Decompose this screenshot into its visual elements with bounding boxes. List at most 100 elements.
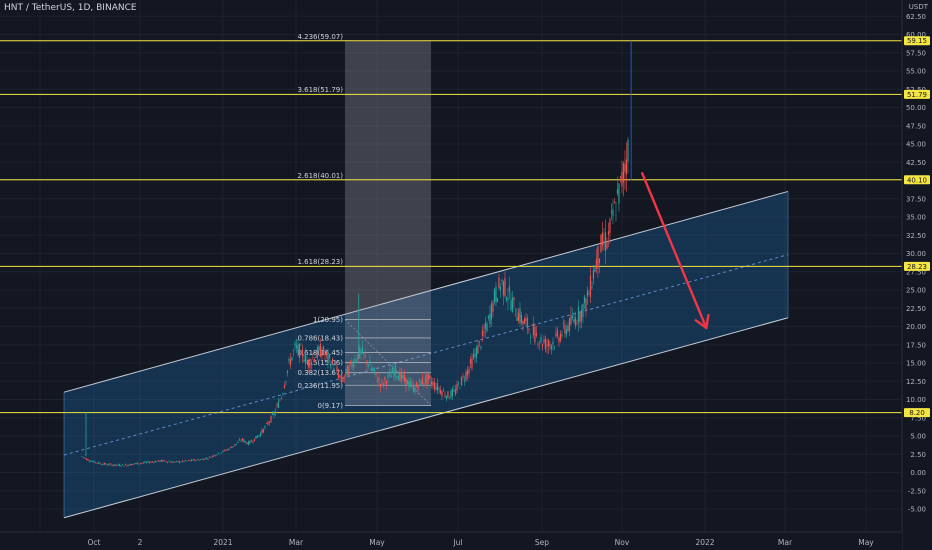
candle-body: [547, 339, 550, 347]
candle-body: [246, 442, 248, 444]
candle-body: [597, 246, 599, 269]
candle-body: [430, 381, 433, 385]
candle-body: [159, 460, 161, 462]
candle-body: [136, 462, 139, 465]
candle-body: [525, 318, 527, 321]
candle-body: [514, 315, 517, 317]
candle-body: [406, 380, 409, 386]
price-tick-label: 35.00: [906, 214, 926, 222]
candle-body: [141, 462, 143, 464]
candle-body: [300, 344, 302, 346]
candle-body: [592, 270, 595, 279]
candle-body: [424, 376, 427, 383]
candle-body: [397, 376, 400, 380]
fib-extension-label: 1.618(28.23): [297, 258, 343, 266]
price-tick-label: 52.50: [906, 86, 926, 94]
candle-body: [130, 464, 133, 466]
candle-body: [438, 388, 440, 390]
candle-body: [606, 242, 608, 249]
candle-body: [363, 352, 365, 354]
candle-body: [472, 354, 475, 359]
candle-body: [297, 344, 299, 352]
candle-body: [385, 381, 388, 385]
candle-body: [175, 461, 178, 462]
fib-retracement-label: 0.236(11.95): [297, 382, 343, 390]
candle-body: [418, 379, 421, 381]
candle-body: [576, 323, 578, 324]
candle-body: [193, 459, 196, 461]
candle-body: [496, 298, 499, 303]
channel-upper-line[interactable]: [63, 190, 789, 393]
price-level-badge[interactable]: [904, 89, 930, 99]
time-tick-label: 2: [138, 538, 143, 547]
candle-body: [553, 346, 556, 348]
candle-body: [334, 364, 337, 365]
candle-body: [325, 352, 328, 355]
candle-body: [567, 326, 569, 331]
candle-body: [268, 421, 271, 423]
candle-body: [432, 381, 434, 387]
candle-body: [477, 345, 479, 354]
candle-body: [444, 395, 446, 397]
price-level-badge[interactable]: [904, 408, 930, 418]
candle-body: [466, 370, 469, 376]
candle-body: [402, 374, 404, 379]
candle-body: [283, 385, 286, 389]
down-arrow-head: [694, 313, 710, 330]
price-level-badge[interactable]: [904, 175, 930, 185]
candle-body: [154, 461, 157, 463]
candle-body: [111, 464, 113, 466]
fib-extension-label: 4.236(59.07): [297, 33, 343, 41]
candle-body: [321, 351, 323, 356]
price-level-value: 51.79: [907, 91, 927, 99]
candle-body: [85, 458, 88, 460]
candle-body: [574, 317, 577, 326]
candle-body: [280, 397, 283, 399]
candle-body: [178, 461, 181, 463]
candle-body: [625, 159, 628, 175]
symbol-title[interactable]: HNT / TetherUS, 1D, BINANCE: [4, 3, 137, 13]
candle-body: [354, 358, 356, 363]
candle-body: [501, 279, 503, 282]
candle-body: [279, 400, 281, 402]
candle-body: [586, 291, 589, 297]
candle-body: [231, 446, 233, 449]
candle-body: [150, 461, 152, 463]
candle-body: [357, 354, 359, 362]
candle-body: [487, 315, 490, 319]
down-arrow-line[interactable]: [640, 171, 708, 330]
candle-body: [550, 345, 553, 350]
candle-body: [510, 300, 512, 310]
candle-body: [183, 461, 185, 462]
candle-body: [205, 457, 208, 459]
price-tick-label: 20.00: [906, 323, 926, 331]
candle-body: [291, 357, 293, 361]
price-level-badge[interactable]: [904, 36, 930, 46]
candle-body: [217, 452, 220, 454]
candle-body: [186, 460, 188, 462]
candle-body: [109, 463, 112, 465]
candle-body: [453, 389, 455, 391]
candle-body: [375, 371, 377, 375]
candle-body: [307, 359, 310, 368]
candle-body: [210, 457, 212, 458]
channel-lower-line[interactable]: [63, 317, 789, 519]
candle-body: [478, 341, 481, 342]
candle-body: [436, 383, 439, 391]
candle-body: [199, 459, 202, 461]
price-tick-label: 60.00: [906, 31, 926, 39]
candle-body: [262, 428, 265, 433]
candle-body: [369, 360, 371, 366]
candle-body: [454, 389, 457, 394]
candle-body: [222, 450, 224, 453]
candle-body: [174, 461, 176, 463]
candle-body: [115, 465, 118, 466]
candle-body: [442, 390, 445, 392]
candle-body: [103, 463, 106, 465]
price-level-badge[interactable]: [904, 261, 930, 271]
time-scale[interactable]: [0, 532, 902, 550]
candle-body: [376, 380, 379, 383]
candle-body: [384, 377, 386, 381]
